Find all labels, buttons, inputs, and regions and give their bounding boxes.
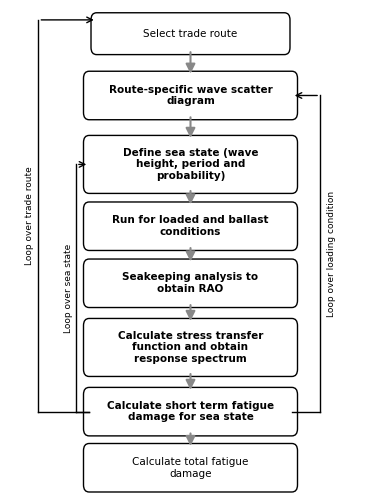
FancyBboxPatch shape	[83, 71, 298, 120]
Text: Route-specific wave scatter
diagram: Route-specific wave scatter diagram	[109, 84, 272, 106]
FancyBboxPatch shape	[83, 259, 298, 308]
Text: Select trade route: Select trade route	[143, 28, 238, 38]
Text: Seakeeping analysis to
obtain RAO: Seakeeping analysis to obtain RAO	[122, 272, 259, 294]
FancyBboxPatch shape	[83, 202, 298, 250]
FancyBboxPatch shape	[83, 318, 298, 376]
FancyBboxPatch shape	[83, 388, 298, 436]
Text: Define sea state (wave
height, period and
probability): Define sea state (wave height, period an…	[123, 148, 258, 181]
Text: Calculate short term fatigue
damage for sea state: Calculate short term fatigue damage for …	[107, 401, 274, 422]
Text: Calculate total fatigue
damage: Calculate total fatigue damage	[132, 457, 249, 478]
FancyBboxPatch shape	[83, 136, 298, 194]
Text: Run for loaded and ballast
conditions: Run for loaded and ballast conditions	[112, 216, 269, 237]
Text: Loop over loading condition: Loop over loading condition	[327, 190, 336, 316]
Text: Loop over sea state: Loop over sea state	[64, 244, 73, 332]
FancyBboxPatch shape	[83, 444, 298, 492]
Text: Loop over trade route: Loop over trade route	[24, 166, 34, 265]
FancyBboxPatch shape	[91, 13, 290, 54]
Text: Calculate stress transfer
function and obtain
response spectrum: Calculate stress transfer function and o…	[118, 331, 263, 364]
